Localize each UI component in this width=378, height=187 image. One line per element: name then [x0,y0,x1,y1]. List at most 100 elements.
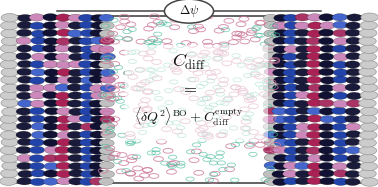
Circle shape [263,170,278,178]
Circle shape [91,14,106,22]
Circle shape [68,163,84,170]
Circle shape [264,178,279,185]
Circle shape [55,84,70,91]
Circle shape [17,60,33,68]
Circle shape [263,84,278,92]
Circle shape [2,84,19,93]
Circle shape [31,53,46,61]
Circle shape [89,69,104,76]
Circle shape [1,13,19,22]
Circle shape [99,139,114,147]
Circle shape [31,45,46,52]
Circle shape [17,177,32,185]
Circle shape [0,131,18,139]
Circle shape [100,53,115,60]
Circle shape [90,92,105,99]
Circle shape [57,69,72,76]
Circle shape [81,77,96,84]
Circle shape [99,14,114,22]
Circle shape [29,155,45,162]
Circle shape [56,170,71,178]
Circle shape [90,61,105,68]
Circle shape [345,178,360,186]
Circle shape [274,139,289,146]
Circle shape [68,14,83,22]
Circle shape [56,61,71,69]
Circle shape [294,22,310,29]
Circle shape [359,53,376,61]
Circle shape [43,45,58,52]
Circle shape [333,100,348,108]
Text: $\langle \delta Q^2 \rangle^\mathrm{BO} + C_\mathrm{diff}^\mathrm{empty}$: $\langle \delta Q^2 \rangle^\mathrm{BO} … [135,106,243,128]
Circle shape [307,108,322,115]
Circle shape [333,170,349,177]
Circle shape [321,77,336,84]
Circle shape [333,29,348,37]
Circle shape [90,169,105,177]
Circle shape [69,108,84,116]
Circle shape [30,178,45,186]
Circle shape [294,37,309,45]
Circle shape [16,108,31,115]
Circle shape [16,131,31,139]
Circle shape [0,44,18,53]
Circle shape [282,131,297,138]
Circle shape [79,38,94,45]
Circle shape [67,131,82,139]
Circle shape [361,45,378,53]
Circle shape [100,92,115,99]
Circle shape [69,60,84,68]
Circle shape [1,68,19,76]
Circle shape [100,123,115,130]
Circle shape [359,139,376,147]
Circle shape [295,131,310,139]
Circle shape [79,84,94,91]
Circle shape [0,177,17,185]
Circle shape [1,154,18,163]
Circle shape [284,84,299,91]
Circle shape [307,99,322,107]
Circle shape [29,163,45,170]
Circle shape [99,116,115,123]
Circle shape [295,162,310,170]
Circle shape [81,46,96,53]
Circle shape [319,163,334,170]
Circle shape [284,177,299,185]
Circle shape [99,22,114,30]
Circle shape [263,146,279,154]
Circle shape [274,131,289,139]
Circle shape [308,155,323,162]
Circle shape [68,30,83,37]
Circle shape [264,162,279,169]
Circle shape [79,21,94,29]
Circle shape [294,77,309,84]
Circle shape [264,77,279,84]
Circle shape [89,85,104,92]
Circle shape [16,123,31,130]
Circle shape [1,21,18,30]
Circle shape [264,52,279,60]
Circle shape [361,91,378,99]
Circle shape [0,146,18,154]
Circle shape [164,0,214,23]
Circle shape [263,93,278,100]
Circle shape [263,116,278,123]
Circle shape [306,60,321,68]
Circle shape [284,147,299,154]
Circle shape [2,37,19,45]
Circle shape [345,29,360,36]
Circle shape [307,124,322,131]
Circle shape [333,92,348,99]
Circle shape [29,107,45,115]
Circle shape [319,61,334,68]
Circle shape [57,29,72,36]
Circle shape [99,46,114,53]
Circle shape [99,162,114,169]
Circle shape [1,29,18,38]
Circle shape [318,92,333,99]
Circle shape [90,45,105,52]
Circle shape [360,84,378,92]
Circle shape [332,123,347,131]
Circle shape [283,100,298,107]
Circle shape [80,163,95,170]
